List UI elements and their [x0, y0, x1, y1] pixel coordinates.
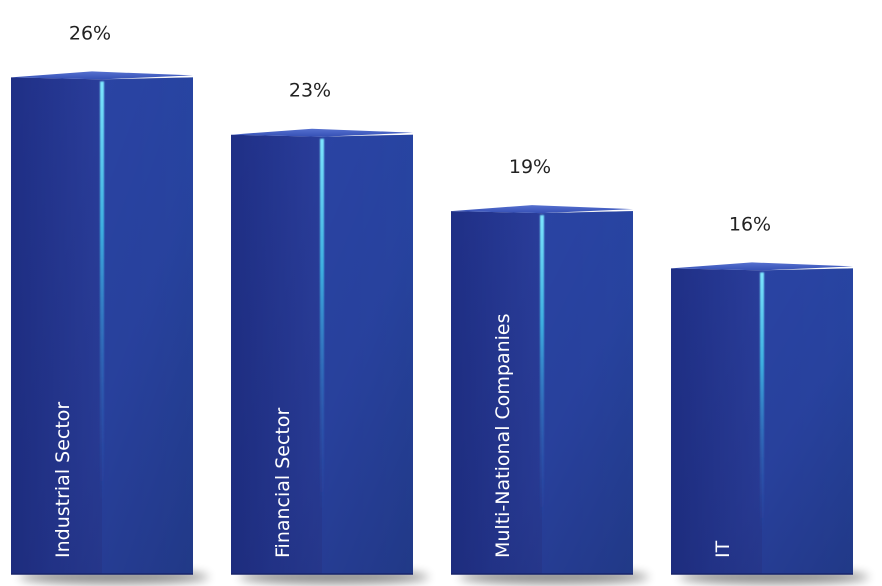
bar-highlight	[320, 138, 324, 513]
value-label-financial-sector: 23%	[289, 80, 331, 102]
bar-multi-national-companies	[451, 205, 633, 575]
category-label-it: IT	[712, 540, 734, 558]
bar-top	[671, 262, 853, 271]
bar-top	[451, 205, 633, 214]
bar-highlight	[100, 81, 104, 504]
bar-top	[231, 128, 413, 137]
category-label-industrial-sector: Industrial Sector	[52, 402, 74, 558]
bars	[11, 71, 853, 575]
bar-top	[11, 71, 193, 80]
bar-it	[671, 262, 853, 575]
category-label-multi-national-companies: Multi-National Companies	[492, 313, 514, 558]
bar-financial-sector	[231, 128, 413, 575]
value-label-it: 16%	[729, 213, 771, 235]
bar-highlight	[760, 272, 764, 533]
category-label-financial-sector: Financial Sector	[272, 407, 294, 558]
bar-industrial-sector	[11, 71, 193, 575]
value-label-multi-national-companies: 19%	[509, 156, 551, 178]
value-label-industrial-sector: 26%	[69, 22, 111, 44]
bar-highlight	[540, 215, 544, 524]
labels: 26% Industrial Sector 23% Financial Sector 1…	[52, 22, 771, 558]
